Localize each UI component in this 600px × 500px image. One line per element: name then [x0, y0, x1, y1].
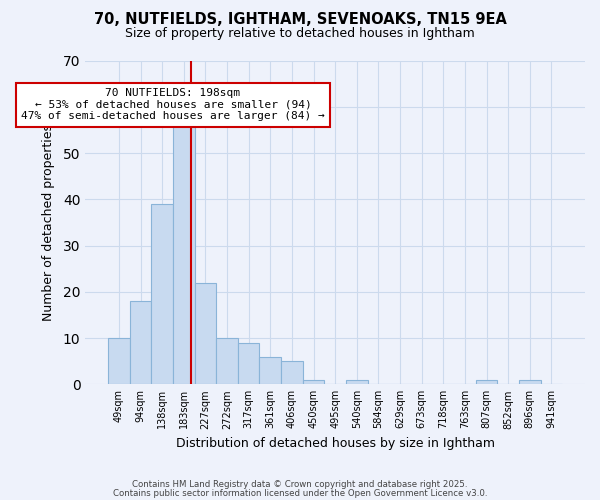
Bar	[216, 338, 238, 384]
Text: Contains public sector information licensed under the Open Government Licence v3: Contains public sector information licen…	[113, 489, 487, 498]
Bar	[194, 282, 216, 384]
Bar	[346, 380, 368, 384]
X-axis label: Distribution of detached houses by size in Ightham: Distribution of detached houses by size …	[176, 437, 494, 450]
Bar	[108, 338, 130, 384]
Text: 70, NUTFIELDS, IGHTHAM, SEVENOAKS, TN15 9EA: 70, NUTFIELDS, IGHTHAM, SEVENOAKS, TN15 …	[94, 12, 506, 28]
Bar	[281, 361, 303, 384]
Text: 70 NUTFIELDS: 198sqm
← 53% of detached houses are smaller (94)
47% of semi-detac: 70 NUTFIELDS: 198sqm ← 53% of detached h…	[21, 88, 325, 122]
Bar	[238, 342, 259, 384]
Bar	[519, 380, 541, 384]
Bar	[303, 380, 325, 384]
Bar	[476, 380, 497, 384]
Text: Contains HM Land Registry data © Crown copyright and database right 2025.: Contains HM Land Registry data © Crown c…	[132, 480, 468, 489]
Text: Size of property relative to detached houses in Ightham: Size of property relative to detached ho…	[125, 28, 475, 40]
Bar	[130, 301, 151, 384]
Y-axis label: Number of detached properties: Number of detached properties	[41, 124, 55, 321]
Bar	[259, 356, 281, 384]
Bar	[151, 204, 173, 384]
Bar	[173, 126, 194, 384]
